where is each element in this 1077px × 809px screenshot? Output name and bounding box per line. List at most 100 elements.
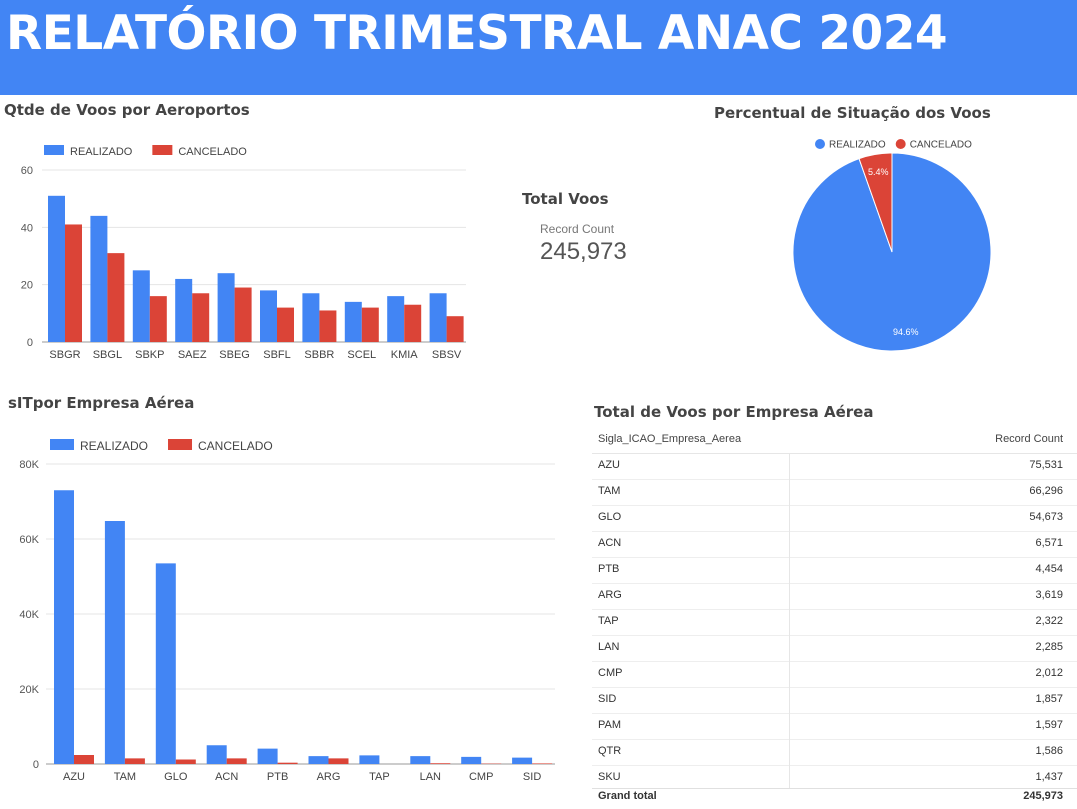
x-tick-label: SBGR [49, 349, 80, 361]
bar-cancelado-arg [329, 758, 349, 764]
situation-chart-title: Percentual de Situação dos Voos [714, 104, 991, 122]
bar-cancelado-tam [125, 758, 145, 764]
bar-realizado-azu [54, 490, 74, 764]
legend-label-cancelado: CANCELADO [910, 140, 972, 151]
x-tick-label: SBGL [93, 349, 122, 361]
y-tick-label: 80K [19, 459, 39, 471]
cell-record-count: 54,673 [1029, 511, 1063, 523]
bar-realizado-kmia [387, 296, 404, 342]
table-row[interactable]: GLO 54,673 [592, 505, 1077, 532]
bar-cancelado-lan [430, 763, 450, 764]
cell-airline-code: SID [598, 693, 616, 705]
x-tick-label: SBFL [263, 349, 291, 361]
x-tick-label: SBBR [304, 349, 334, 361]
bar-cancelado-sbgr [65, 224, 82, 342]
pie-slice-label: 5.4% [868, 167, 889, 177]
bar-realizado-acn [207, 745, 227, 764]
x-tick-label: LAN [420, 771, 441, 783]
legend-swatch-realizado [50, 439, 74, 450]
bar-realizado-tap [359, 755, 379, 764]
y-tick-label: 60K [19, 534, 39, 546]
legend-label-realizado: REALIZADO [829, 140, 886, 151]
cell-record-count: 2,285 [1035, 641, 1063, 653]
x-tick-label: TAP [369, 771, 390, 783]
cell-record-count: 1,586 [1035, 745, 1063, 757]
bar-realizado-sbfl [260, 290, 277, 342]
cell-record-count: 6,571 [1035, 537, 1063, 549]
report-title: RELATÓRIO TRIMESTRAL ANAC 2024 [6, 6, 947, 61]
bar-realizado-ptb [258, 749, 278, 764]
cell-record-count: 66,296 [1029, 485, 1063, 497]
table-row[interactable]: AZU 75,531 [592, 453, 1077, 480]
cell-airline-code: GLO [598, 511, 621, 523]
bar-cancelado-saez [192, 293, 209, 342]
x-tick-label: PTB [267, 771, 288, 783]
y-tick-label: 20K [19, 684, 39, 696]
table-grand-total-row: Grand total 245,973 [592, 788, 1077, 809]
bar-cancelado-sbsv [447, 316, 464, 342]
bar-cancelado-azu [74, 755, 94, 764]
x-tick-label: SCEL [347, 349, 376, 361]
cell-record-count: 2,012 [1035, 667, 1063, 679]
table-row[interactable]: ARG 3,619 [592, 583, 1077, 610]
x-tick-label: TAM [114, 771, 136, 783]
y-tick-label: 40K [19, 609, 39, 621]
cell-record-count: 4,454 [1035, 563, 1063, 575]
table-title: Total de Voos por Empresa Aérea [594, 403, 873, 421]
cell-airline-code: AZU [598, 459, 620, 471]
bar-cancelado-sbgl [107, 253, 124, 342]
column-header-sigla[interactable]: Sigla_ICAO_Empresa_Aerea [598, 433, 741, 445]
x-tick-label: SBEG [219, 349, 250, 361]
cell-airline-code: PTB [598, 563, 619, 575]
table-header-row: Sigla_ICAO_Empresa_Aerea Record Count [592, 427, 1077, 454]
bar-cancelado-sid [532, 763, 552, 764]
bar-realizado-scel [345, 302, 362, 342]
legend-label-realizado: REALIZADO [80, 439, 148, 453]
legend-label-cancelado: CANCELADO [198, 439, 273, 453]
x-tick-label: ARG [317, 771, 341, 783]
cell-airline-code: ACN [598, 537, 621, 549]
bar-realizado-sbkp [133, 270, 150, 342]
bar-cancelado-scel [362, 308, 379, 342]
bar-cancelado-sbkp [150, 296, 167, 342]
bar-realizado-saez [175, 279, 192, 342]
table-row[interactable]: TAM 66,296 [592, 479, 1077, 506]
cell-airline-code: TAM [598, 485, 620, 497]
bar-realizado-lan [410, 756, 430, 764]
cell-airline-code: LAN [598, 641, 619, 653]
cell-airline-code: ARG [598, 589, 622, 601]
cell-record-count: 75,531 [1029, 459, 1063, 471]
legend-swatch-cancelado [168, 439, 192, 450]
y-tick-label: 0 [27, 337, 33, 349]
table-row[interactable]: PTB 4,454 [592, 557, 1077, 584]
table-row[interactable]: LAN 2,285 [592, 635, 1077, 662]
cell-record-count: 1,437 [1035, 771, 1063, 783]
column-header-record-count[interactable]: Record Count [995, 433, 1063, 445]
grand-total-label: Grand total [598, 790, 657, 802]
x-tick-label: SAEZ [178, 349, 207, 361]
legend-dot-cancelado [896, 139, 906, 149]
scorecard-title: Total Voos [522, 190, 609, 208]
bar-cancelado-sbbr [319, 310, 336, 342]
bar-realizado-arg [309, 756, 329, 764]
y-tick-label: 20 [21, 280, 33, 292]
legend-swatch-realizado [44, 145, 64, 155]
x-tick-label: KMIA [391, 349, 419, 361]
report-header: RELATÓRIO TRIMESTRAL ANAC 2024 [0, 0, 1077, 95]
table-row[interactable]: ACN 6,571 [592, 531, 1077, 558]
table-column-divider [789, 454, 790, 790]
bar-realizado-tam [105, 521, 125, 764]
cell-record-count: 3,619 [1035, 589, 1063, 601]
bar-cancelado-kmia [404, 305, 421, 342]
x-tick-label: GLO [164, 771, 188, 783]
bar-cancelado-sbeg [235, 288, 252, 342]
legend-label-cancelado: CANCELADO [178, 146, 247, 158]
